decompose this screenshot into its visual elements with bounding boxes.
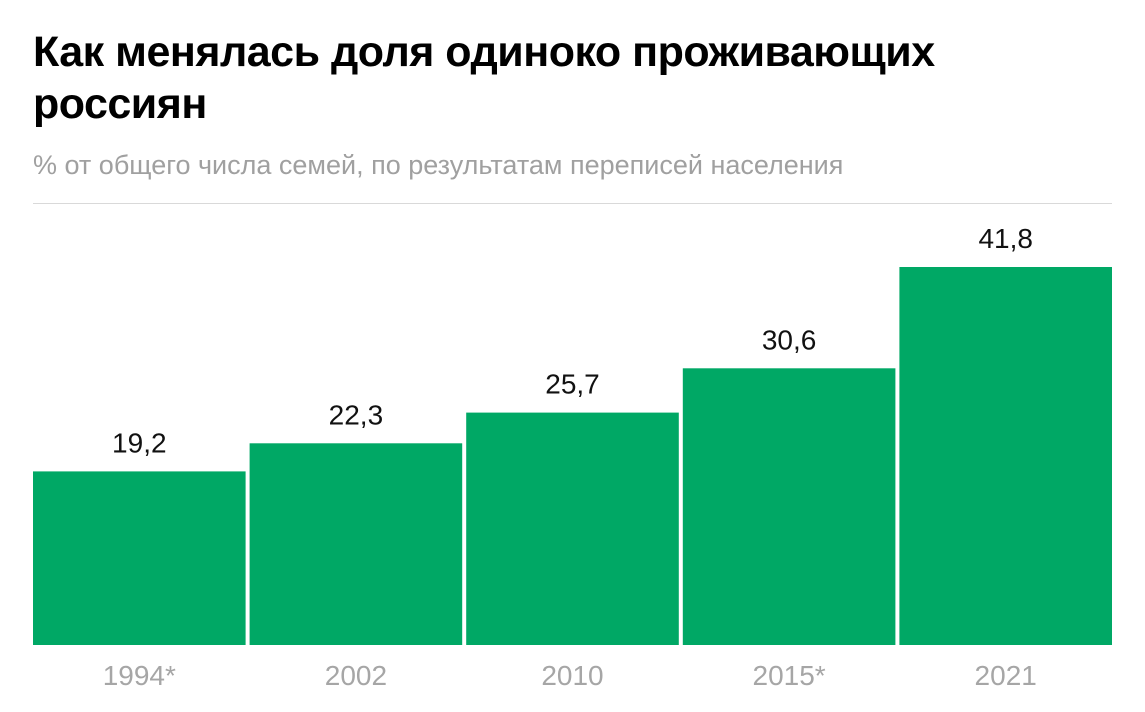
value-label: 30,6	[762, 324, 817, 355]
value-label: 22,3	[329, 399, 384, 430]
category-label: 2002	[325, 660, 387, 691]
value-label: 19,2	[112, 427, 167, 458]
value-label: 41,8	[978, 223, 1033, 254]
category-label: 2015*	[753, 660, 826, 691]
category-label: 2010	[541, 660, 603, 691]
value-label: 25,7	[545, 369, 600, 400]
value-labels-group: 19,2 22,3 25,7 30,6 41,8	[112, 223, 1033, 458]
bars-group	[33, 267, 1112, 645]
bar-2021	[899, 267, 1112, 645]
category-label: 1994*	[103, 660, 176, 691]
category-label: 2021	[975, 660, 1037, 691]
category-labels-group: 1994* 2002 2010 2015* 2021	[103, 660, 1037, 691]
bar-2015*	[682, 368, 896, 645]
chart-title: Как менялась доля одиноко проживающих ро…	[33, 28, 935, 128]
bar-2002	[249, 443, 463, 645]
chart-subtitle: % от общего числа семей, по результатам …	[33, 150, 844, 180]
header-divider	[33, 203, 1112, 204]
bar-1994*	[33, 471, 246, 645]
bar-2010	[466, 412, 679, 645]
